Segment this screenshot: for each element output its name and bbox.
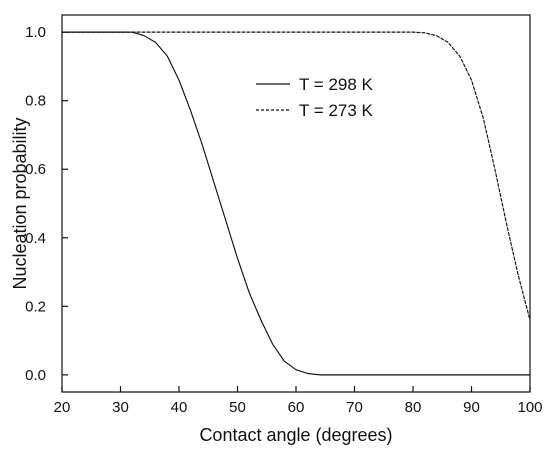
series-line-273k [61,31,531,321]
x-tick-label: 50 [229,399,246,416]
legend-item-298k: T = 298 K [256,75,374,94]
legend-item-273k: T = 273 K [256,101,374,120]
x-axis-ticks: 20 30 40 50 60 70 80 90 100 [54,386,543,416]
x-tick-label: 60 [288,399,305,416]
x-tick-label: 20 [54,399,71,416]
x-axis-label: Contact angle (degrees) [199,425,392,445]
legend-label: T = 273 K [299,101,374,120]
y-tick-label: 0.2 [25,298,46,315]
y-axis-label: Nucleation probability [10,117,30,289]
y-tick-label: 0.8 [25,93,46,110]
y-tick-label: 1.0 [25,24,46,41]
y-tick-label: 0.6 [25,161,46,178]
legend-label: T = 298 K [299,75,374,94]
x-tick-label: 30 [112,399,129,416]
legend: T = 298 K T = 273 K [256,75,374,120]
series-line-298k [61,31,531,376]
x-tick-label: 70 [346,399,363,416]
series-layer [61,31,531,376]
x-tick-label: 100 [517,399,542,416]
y-tick-label: 0.0 [25,367,46,384]
x-tick-label: 90 [463,399,480,416]
y-tick-label: 0.4 [25,230,46,247]
plot-frame [61,14,531,393]
x-tick-label: 80 [405,399,422,416]
x-tick-label: 40 [171,399,188,416]
